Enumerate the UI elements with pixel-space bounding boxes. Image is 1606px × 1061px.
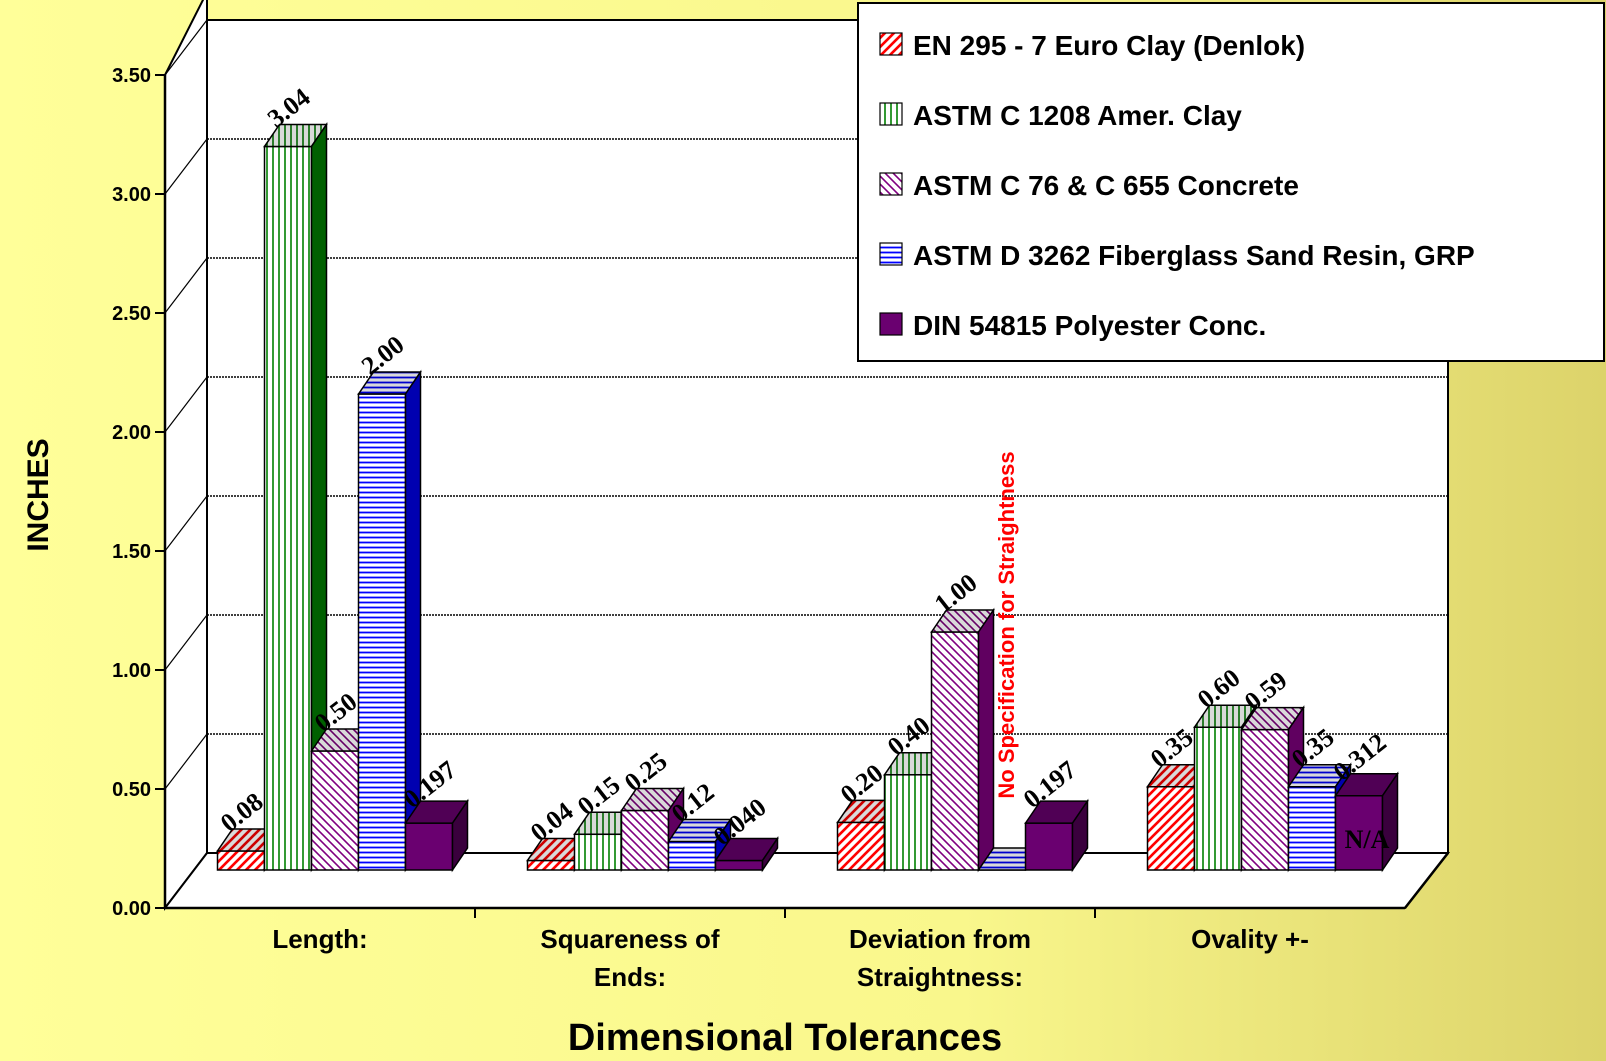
bar-front	[526, 859, 576, 871]
bar-front	[1240, 728, 1290, 871]
category-label: Ovality +-	[1191, 924, 1309, 954]
y-axis-title: INCHES	[22, 438, 55, 551]
bar-side	[761, 836, 779, 873]
bar-front	[667, 840, 717, 871]
legend-label: ASTM C 1208 Amer. Clay	[913, 100, 1242, 131]
side-wall	[164, 0, 208, 911]
bar-front	[357, 393, 407, 871]
legend-label: ASTM C 76 & C 655 Concrete	[913, 170, 1299, 201]
gridline-side	[164, 733, 208, 790]
annotation-no-spec: No Specification for Straightness	[994, 451, 1019, 798]
gridline-side	[164, 19, 208, 76]
category-label: Straightness:	[857, 962, 1023, 992]
category-label: Squareness of	[540, 924, 720, 954]
y-tick-label: 2.00	[112, 422, 151, 444]
bar	[714, 836, 779, 873]
y-tick-label: 3.50	[112, 65, 151, 87]
bar-side	[977, 607, 995, 873]
y-tick-label: 2.50	[112, 303, 151, 325]
legend-box	[857, 2, 1605, 362]
bar-front	[310, 750, 360, 871]
legend-label: EN 295 - 7 Euro Clay (Denlok)	[913, 30, 1305, 61]
bar-side	[1071, 798, 1089, 873]
bar-side	[1381, 771, 1399, 873]
bar-front	[216, 850, 266, 871]
legend-swatch	[879, 242, 903, 266]
bar	[930, 607, 995, 873]
bar	[1287, 762, 1352, 873]
bar	[1334, 771, 1399, 873]
bar-front	[1287, 785, 1337, 871]
legend-swatch	[879, 172, 903, 196]
bar-front	[1193, 726, 1243, 871]
bar-front	[573, 833, 623, 871]
y-tick-label: 0.50	[112, 779, 151, 801]
bar	[404, 798, 469, 873]
gridline-side	[164, 614, 208, 671]
bar-front	[1334, 794, 1384, 871]
bar-front	[883, 774, 933, 871]
bar-front	[930, 631, 980, 871]
y-tick-label: 0.00	[112, 898, 151, 920]
legend-swatch	[879, 102, 903, 126]
bar-front	[404, 822, 454, 871]
category-label: Deviation from	[849, 924, 1031, 954]
legend-swatch	[879, 32, 903, 56]
bar-front	[1146, 785, 1196, 871]
bar-front	[620, 809, 670, 871]
floor-edge	[1404, 852, 1449, 909]
y-tick-label: 1.50	[112, 541, 151, 563]
category-label: Length:	[272, 924, 367, 954]
bar-front	[836, 821, 886, 871]
bar	[1024, 798, 1089, 873]
legend-swatch	[879, 312, 903, 336]
bar-front	[1024, 822, 1074, 871]
gridline-side	[164, 495, 208, 552]
gridline-side	[164, 138, 208, 195]
x-axis-title: Dimensional Tolerances	[568, 1017, 1002, 1059]
gridline-side	[164, 257, 208, 314]
bar	[357, 369, 422, 873]
category-label: Ends:	[594, 962, 666, 992]
y-tick-label: 3.00	[112, 184, 151, 206]
annotation-na: N/A	[1345, 825, 1390, 854]
bar-front	[714, 859, 764, 871]
legend-label: ASTM D 3262 Fiberglass Sand Resin, GRP	[913, 240, 1475, 271]
legend: EN 295 - 7 Euro Clay (Denlok) ASTM C 1208…	[857, 2, 1605, 362]
y-tick-label: 1.00	[112, 660, 151, 682]
gridline-side	[164, 376, 208, 433]
bar	[667, 817, 732, 873]
legend-label: DIN 54815 Polyester Conc.	[913, 310, 1266, 341]
bar	[1240, 705, 1305, 873]
bar-side	[451, 798, 469, 873]
bar-front	[263, 145, 313, 871]
